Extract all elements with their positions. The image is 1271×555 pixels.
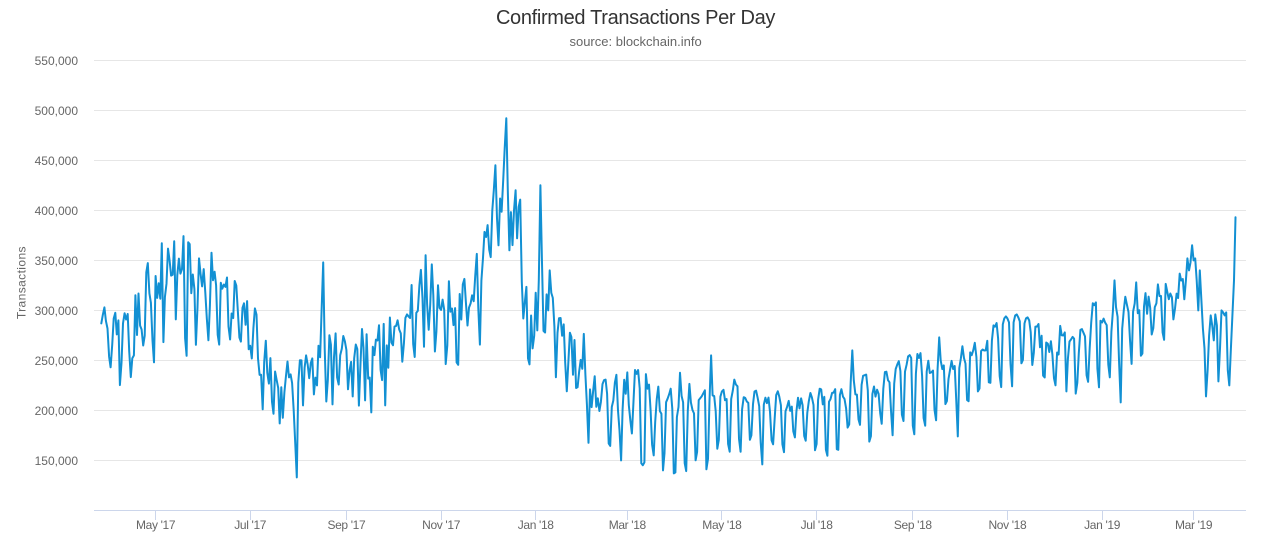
svg-text:source: blockchain.info: source: blockchain.info [569,34,701,49]
svg-text:Jul '17: Jul '17 [234,518,267,532]
svg-text:Transactions: Transactions [15,246,29,319]
svg-text:Jul '18: Jul '18 [801,518,834,532]
svg-text:Sep '18: Sep '18 [894,518,933,532]
svg-text:550,000: 550,000 [35,54,79,68]
svg-text:Jan '18: Jan '18 [518,518,555,532]
svg-text:200,000: 200,000 [35,404,79,418]
svg-text:Nov '17: Nov '17 [422,518,461,532]
svg-text:350,000: 350,000 [35,254,79,268]
svg-text:450,000: 450,000 [35,154,79,168]
svg-text:Nov '18: Nov '18 [988,518,1027,532]
svg-text:May '18: May '18 [702,518,742,532]
svg-text:500,000: 500,000 [35,104,79,118]
svg-text:Mar '18: Mar '18 [609,518,647,532]
svg-text:Confirmed Transactions Per Day: Confirmed Transactions Per Day [496,7,775,29]
svg-text:150,000: 150,000 [35,454,79,468]
svg-text:Mar '19: Mar '19 [1175,518,1213,532]
svg-text:300,000: 300,000 [35,304,79,318]
svg-text:Jan '19: Jan '19 [1084,518,1121,532]
svg-text:May '17: May '17 [136,518,176,532]
svg-text:400,000: 400,000 [35,204,79,218]
svg-text:Sep '17: Sep '17 [327,518,366,532]
svg-text:250,000: 250,000 [35,354,79,368]
